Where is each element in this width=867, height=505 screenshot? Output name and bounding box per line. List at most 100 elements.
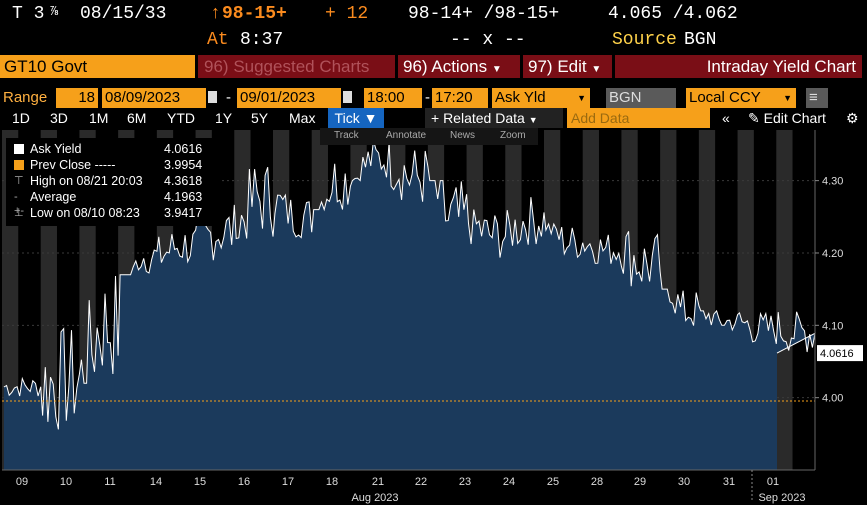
related-data-label: + Related Data (431, 110, 525, 126)
high-marker-icon: ⊤ (14, 175, 24, 187)
chart-title-bar: Intraday Yield Chart (615, 55, 862, 78)
x-tick-label: 15 (194, 476, 206, 488)
suggested-charts-button[interactable]: 96) Suggested Charts (198, 55, 395, 78)
legend-prev-close[interactable]: Prev Close ----- 3.9954 (6, 158, 219, 172)
caret-down-icon: ▼ (591, 64, 602, 75)
chart-legend: Ask Yield 4.0616 Prev Close ----- 3.9954… (6, 138, 219, 226)
x-tick-label: 01 (767, 476, 779, 488)
legend-ask-yield[interactable]: Ask Yield 4.0616 (6, 142, 219, 156)
x-month-label: Sep 2023 (758, 492, 805, 504)
chart-tools: Track Annotate News Zoom (320, 128, 538, 145)
collapse-icon[interactable]: « (722, 110, 730, 126)
maturity-date: 08/15/33 (80, 4, 167, 24)
chevron-down-icon: ▼ (783, 93, 792, 103)
time-dash: - (425, 89, 430, 106)
calendar-icon[interactable] (208, 91, 217, 103)
suggested-num: 96) (204, 57, 229, 76)
field-select[interactable]: Ask Yld ▼ (492, 88, 590, 108)
tick-button[interactable]: Tick ▼ (328, 108, 384, 128)
news-tool[interactable]: News (450, 130, 476, 141)
x-tick-label: 29 (634, 476, 646, 488)
currency-select[interactable]: Local CCY ▼ (686, 88, 796, 108)
chevron-down-icon: ▼ (528, 115, 538, 125)
x-tick-label: 09 (16, 476, 28, 488)
coupon-fraction: ⅞ (50, 4, 59, 20)
calendar-icon[interactable] (343, 91, 352, 103)
bars-field[interactable]: 18 (56, 88, 98, 108)
menu-icon[interactable]: ≡ (806, 88, 828, 108)
actions-button[interactable]: 96) Actions ▼ (398, 55, 520, 78)
x-tick-label: 31 (723, 476, 735, 488)
x-month-label: Aug 2023 (351, 492, 398, 504)
end-date-field[interactable]: 09/01/2023 (237, 88, 341, 108)
x-tick-label: 10 (60, 476, 72, 488)
quote-line-1: T 3 ⅞ 08/15/33 ↑ 98-15+ + 12 98-14+ /98-… (0, 2, 867, 28)
up-arrow-icon: ↑ (210, 4, 221, 24)
legend-low[interactable]: ⊥ Low on 08/10 08:23 3.9417 (14, 206, 203, 220)
x-tick-label: 18 (326, 476, 338, 488)
suggested-label: Suggested Charts (233, 57, 370, 76)
x-tick-label: 22 (415, 476, 427, 488)
tab-5y[interactable]: 5Y (251, 110, 269, 126)
chevron-down-icon: ▼ (577, 93, 586, 103)
range-label: Range (3, 89, 48, 106)
y-axis: 4.00 4.10 4.20 4.30 4.0616 (814, 130, 863, 470)
bid-ask: 98-14+ /98-15+ (408, 4, 560, 24)
x-tick-label: 17 (282, 476, 294, 488)
x-tick-label: 24 (503, 476, 515, 488)
x-tick-label: 21 (372, 476, 384, 488)
range-controls: Range 18 08/09/2023 - 09/01/2023 18:00 -… (0, 88, 867, 108)
tab-max[interactable]: Max (289, 110, 316, 126)
x-tick-label: 16 (238, 476, 250, 488)
edit-label: Edit (557, 57, 587, 76)
related-data-button[interactable]: + Related Data ▼ (425, 108, 563, 128)
tab-1m[interactable]: 1M (89, 110, 109, 126)
ticker-field[interactable]: GT10 Govt (0, 55, 195, 78)
caret-down-icon: ▼ (491, 64, 502, 75)
night-band (776, 130, 793, 470)
tab-1y[interactable]: 1Y (215, 110, 233, 126)
tab-3d[interactable]: 3D (50, 110, 68, 126)
legend-average[interactable]: -+- Average 4.1963 (14, 190, 203, 217)
white-square-icon (14, 144, 24, 154)
actions-label: Actions (431, 57, 488, 76)
source-value: BGN (684, 30, 717, 50)
x-tick-label: 23 (459, 476, 471, 488)
security-name: T 3 (12, 4, 45, 24)
add-data-input[interactable]: Add Data (567, 108, 710, 128)
function-toolbar: GT10 Govt 96) Suggested Charts 96) Actio… (0, 55, 867, 78)
start-date-field[interactable]: 08/09/2023 (102, 88, 206, 108)
tab-6m[interactable]: 6M (127, 110, 147, 126)
y-tick-label: 4.30 (822, 176, 843, 188)
yield-chart[interactable]: 4.00 4.10 4.20 4.30 4.0616 09 10 11 14 15 16 17 18 2… (0, 130, 867, 505)
average-marker-icon: -+- (14, 191, 25, 217)
yield-area-fill (3, 140, 815, 471)
last-value-label: 4.0616 (820, 348, 854, 360)
annotate-tool[interactable]: Annotate (386, 130, 427, 141)
y-tick-label: 4.00 (822, 393, 843, 405)
edit-chart-button[interactable]: ✎ Edit Chart (748, 108, 826, 128)
last-value-tag (817, 345, 863, 362)
settings-icon[interactable]: ⚙ (846, 110, 859, 126)
source-select[interactable]: BGN (606, 88, 676, 108)
start-time-field[interactable]: 18:00 (364, 88, 422, 108)
range-dash: - (226, 89, 231, 106)
zoom-tool[interactable]: Zoom (500, 130, 526, 141)
tab-1d[interactable]: 1D (12, 110, 30, 126)
period-tabs: 1D 3D 1M 6M YTD 1Y 5Y Max Tick ▼ + Relat… (0, 108, 867, 128)
track-tool[interactable]: Track (334, 130, 359, 141)
y-tick-label: 4.20 (822, 248, 843, 260)
currency-value: Local CCY (689, 89, 761, 106)
low-marker-icon: ⊥ (14, 207, 24, 219)
actions-num: 96) (403, 57, 428, 76)
yield-line (3, 140, 816, 430)
y-tick-label: 4.10 (822, 320, 843, 332)
edit-button[interactable]: 97) Edit ▼ (523, 55, 612, 78)
end-time-field[interactable]: 17:20 (432, 88, 488, 108)
field-value: Ask Yld (495, 89, 546, 106)
tab-ytd[interactable]: YTD (167, 110, 195, 126)
edit-num: 97) (528, 57, 553, 76)
orange-square-icon (14, 160, 24, 170)
legend-high[interactable]: ⊤ High on 08/21 20:03 4.3618 (14, 174, 203, 188)
x-tick-label: 28 (591, 476, 603, 488)
